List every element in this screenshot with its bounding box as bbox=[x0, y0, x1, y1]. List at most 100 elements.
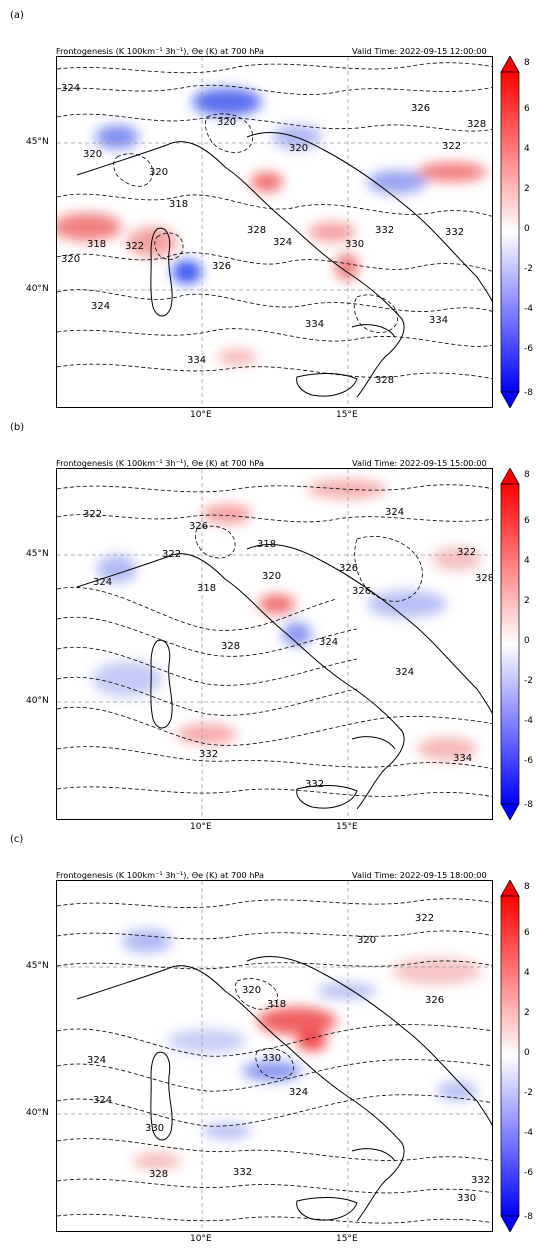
contour-label: 322 bbox=[83, 509, 102, 520]
colorbar-tick: 4 bbox=[524, 556, 530, 566]
contour-label: 320 bbox=[149, 167, 168, 178]
front-negative-blob bbox=[317, 983, 377, 999]
valid-time: Valid Time: 2022-09-15 12:00:00 bbox=[352, 46, 487, 56]
frontogenesis-field bbox=[92, 479, 482, 761]
colorbar-tick: 6 bbox=[524, 104, 530, 114]
lat-label: 45°N bbox=[26, 961, 49, 971]
contour-label: 322 bbox=[415, 913, 434, 924]
colorbar-tick: 6 bbox=[524, 516, 530, 526]
front-negative-blob bbox=[437, 1081, 477, 1101]
front-negative-blob bbox=[282, 622, 312, 646]
colorbar-tick: -8 bbox=[524, 800, 533, 810]
contour-label: 334 bbox=[429, 315, 448, 326]
colorbar-tick: -8 bbox=[524, 1212, 533, 1222]
colorbar-tick: 0 bbox=[524, 1048, 530, 1058]
colorbar-tick: -6 bbox=[524, 756, 533, 766]
contour-label: 324 bbox=[87, 1055, 106, 1066]
front-positive-blob bbox=[217, 349, 257, 365]
front-positive-blob bbox=[251, 172, 283, 192]
contour-label: 326 bbox=[212, 261, 231, 272]
contour-label: 318 bbox=[87, 239, 106, 250]
contour-label: 324 bbox=[385, 507, 404, 518]
island-corsica-sardinia bbox=[150, 639, 173, 729]
contour-label: 324 bbox=[319, 637, 338, 648]
front-negative-blob bbox=[95, 125, 139, 149]
contour-label: 330 bbox=[145, 1123, 164, 1134]
colorbar-tick: -2 bbox=[524, 1088, 533, 1098]
map-canvas: 322 320 326 320 318 324 330 324 324 330 … bbox=[57, 881, 492, 1231]
contour-labels: 324 320 320 318 318 322 326 320 324 328 … bbox=[61, 83, 486, 386]
lat-label: 40°N bbox=[26, 696, 49, 706]
contour-label: 332 bbox=[375, 225, 394, 236]
panel-title: Frontogenesis (K 100km⁻¹ 3h⁻¹), Θe (K) a… bbox=[56, 458, 264, 468]
lon-label: 10°E bbox=[190, 1234, 212, 1244]
front-positive-blob bbox=[177, 724, 237, 744]
colorbar-tick: -6 bbox=[524, 1168, 533, 1178]
contour-label: 322 bbox=[125, 241, 144, 252]
map-frame: 324 320 320 318 318 322 326 320 324 328 … bbox=[56, 56, 493, 408]
panel-label: (a) bbox=[10, 10, 24, 21]
contour-label: 324 bbox=[289, 1087, 308, 1098]
colorbar-graphic bbox=[500, 468, 520, 820]
front-positive-blob bbox=[432, 547, 482, 571]
front-positive-blob bbox=[57, 213, 122, 241]
colorbar-tick: 6 bbox=[524, 928, 530, 938]
contour-label: 326 bbox=[411, 103, 430, 114]
contour-label: 328 bbox=[247, 225, 266, 236]
coastline bbox=[76, 132, 492, 398]
lon-label: 15°E bbox=[336, 410, 358, 420]
contour-label: 328 bbox=[375, 375, 394, 386]
contour-label: 318 bbox=[257, 539, 276, 550]
contour-label: 324 bbox=[91, 301, 110, 312]
front-negative-blob bbox=[202, 1123, 252, 1139]
contour-label: 334 bbox=[305, 319, 324, 330]
contour-label: 324 bbox=[93, 1095, 112, 1106]
graticule bbox=[57, 469, 492, 819]
lon-label: 15°E bbox=[336, 822, 358, 832]
theta-e-contours bbox=[57, 62, 492, 380]
panel-label: (b) bbox=[10, 422, 25, 433]
contour-label: 324 bbox=[395, 667, 414, 678]
lon-label: 10°E bbox=[190, 822, 212, 832]
lat-label: 45°N bbox=[26, 137, 49, 147]
island-corsica-sardinia bbox=[150, 227, 173, 317]
frontogenesis-field bbox=[122, 929, 482, 1169]
colorbar-tick: -2 bbox=[524, 264, 533, 274]
contour-label: 328 bbox=[467, 119, 486, 130]
coastline bbox=[76, 956, 492, 1222]
coastline bbox=[76, 544, 492, 810]
colorbar-tick: -8 bbox=[524, 388, 533, 398]
front-negative-blob bbox=[92, 661, 162, 697]
front-positive-blob bbox=[335, 253, 359, 281]
map-canvas: 322 326 322 324 318 320 318 326 324 328 … bbox=[57, 469, 492, 819]
colorbar-tick: -4 bbox=[524, 1128, 533, 1138]
front-positive-blob bbox=[417, 737, 477, 761]
front-negative-blob bbox=[367, 170, 427, 194]
lat-label: 45°N bbox=[26, 549, 49, 559]
contour-labels: 322 320 326 320 318 324 330 324 324 330 … bbox=[87, 913, 490, 1204]
contour-label: 330 bbox=[457, 1193, 476, 1204]
contour-label: 324 bbox=[93, 577, 112, 588]
contour-label: 326 bbox=[352, 586, 371, 597]
lat-label: 40°N bbox=[26, 1108, 49, 1118]
contour-label: 334 bbox=[187, 355, 206, 366]
island-sicily bbox=[296, 373, 358, 397]
theta-e-contours bbox=[57, 484, 492, 798]
colorbar-tick: -4 bbox=[524, 716, 533, 726]
contour-label: 320 bbox=[262, 571, 281, 582]
lon-label: 10°E bbox=[190, 410, 212, 420]
contour-label: 332 bbox=[305, 779, 324, 790]
contour-label: 320 bbox=[289, 143, 308, 154]
contour-label: 320 bbox=[83, 149, 102, 160]
front-negative-blob bbox=[172, 260, 202, 284]
front-positive-blob bbox=[257, 1007, 337, 1035]
panel-title: Frontogenesis (K 100km⁻¹ 3h⁻¹), Θe (K) a… bbox=[56, 870, 264, 880]
valid-time: Valid Time: 2022-09-15 18:00:00 bbox=[352, 870, 487, 880]
map-canvas: 324 320 320 318 318 322 326 320 324 328 … bbox=[57, 57, 492, 407]
front-positive-blob bbox=[202, 504, 252, 524]
contour-label: 330 bbox=[345, 239, 364, 250]
contour-label: 318 bbox=[267, 999, 286, 1010]
island-corsica-sardinia bbox=[150, 1051, 173, 1141]
colorbar bbox=[499, 468, 547, 828]
front-negative-blob bbox=[367, 590, 447, 618]
